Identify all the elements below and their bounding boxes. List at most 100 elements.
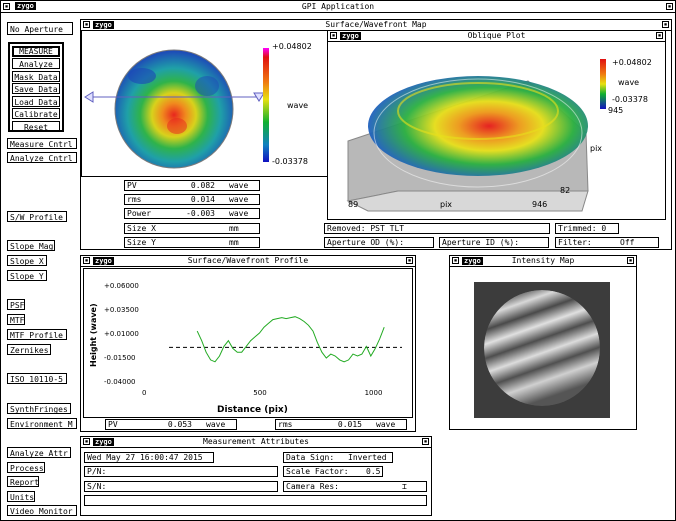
oblique-scale-unit: wave	[618, 78, 639, 87]
slope-mag-button[interactable]: Slope Mag	[7, 240, 55, 251]
calibrate-button[interactable]: Calibrate	[12, 108, 60, 119]
profile-y-tick: +0.06000	[104, 282, 139, 290]
intensity-title: Intensity Map	[511, 256, 575, 265]
scale-factor-field: Scale Factor: 0.5	[283, 466, 383, 477]
maximize-icon[interactable]: ▪	[627, 257, 634, 264]
surface-scale-min: -0.03378	[272, 157, 308, 166]
window-menu-icon[interactable]: ▪	[83, 21, 90, 28]
oblique-x-label: pix	[440, 200, 452, 209]
profile-rms-field: rms 0.015 wave	[275, 419, 407, 430]
profile-chart: Height (wave) Distance (pix) +0.06000 +0.…	[89, 282, 402, 415]
maximize-icon[interactable]: ▪	[666, 3, 673, 10]
profile-title-bar: ▪ zygo Surface/Wavefront Profile ▪	[81, 256, 415, 267]
zernikes-button[interactable]: Zernikes	[7, 344, 51, 355]
window-menu-icon[interactable]: ▪	[452, 257, 459, 264]
profile-plot-frame: Height (wave) Distance (pix) +0.06000 +0.…	[83, 268, 413, 418]
mask-data-button[interactable]: Mask Data	[12, 71, 60, 82]
slope-y-button[interactable]: Slope Y	[7, 270, 47, 281]
text-cursor-icon: ⌶	[402, 482, 407, 491]
profile-window: ▪ zygo Surface/Wavefront Profile ▪ Heigh…	[80, 255, 416, 432]
psf-button[interactable]: PSF	[7, 299, 25, 310]
measure-button[interactable]: MEASURE	[12, 46, 60, 57]
reset-button[interactable]: Reset	[12, 121, 60, 131]
attributes-title-bar: ▪ zygo Measurement Attributes ▪	[81, 437, 431, 448]
zygo-logo: zygo	[93, 257, 114, 265]
window-menu-icon[interactable]: ▪	[330, 32, 337, 39]
maximize-icon[interactable]: ▪	[656, 32, 663, 39]
aperture-od-field: Aperture OD (%):	[324, 237, 434, 248]
profile-pv-field: PV 0.053 wave	[105, 419, 237, 430]
zygo-logo: zygo	[93, 438, 114, 446]
intensity-window: ▪ zygo Intensity Map ▪	[449, 255, 637, 430]
maximize-icon[interactable]: ▪	[662, 21, 669, 28]
date-field: Wed May 27 16:00:47 2015	[84, 452, 214, 463]
zygo-logo: zygo	[462, 257, 483, 265]
oblique-scale-min: -0.03378	[612, 95, 648, 104]
intensity-image[interactable]	[474, 282, 610, 418]
profile-series-line	[196, 316, 385, 363]
intensity-title-bar: ▪ zygo Intensity Map ▪	[450, 256, 636, 267]
analyze-attr-button[interactable]: Analyze Attr	[7, 447, 71, 458]
oblique-y-label: pix	[590, 144, 602, 153]
rms-field: rms 0.014 wave	[124, 194, 260, 205]
save-data-button[interactable]: Save Data	[12, 83, 60, 94]
report-button[interactable]: Report	[7, 476, 39, 487]
surface-map-color-scale	[263, 48, 269, 162]
profile-y-tick: +0.03500	[104, 306, 139, 314]
sn-field[interactable]: S/N:	[84, 481, 278, 492]
units-button[interactable]: Units	[7, 491, 35, 502]
sw-profile-button[interactable]: S/W Profile	[7, 211, 67, 222]
profile-x-tick: 1000	[365, 389, 383, 397]
profile-start-handle-icon[interactable]	[84, 91, 94, 103]
surface-scale-max: +0.04802	[272, 42, 312, 51]
window-menu-icon[interactable]: ▪	[83, 257, 90, 264]
data-sign-field: Data Sign: Inverted	[283, 452, 393, 463]
oblique-x-min: 89	[348, 200, 358, 209]
profile-x-label: Distance (pix)	[217, 405, 288, 415]
mtf-button[interactable]: MTF	[7, 314, 25, 325]
maximize-icon[interactable]: ▪	[406, 257, 413, 264]
attributes-title: Measurement Attributes	[203, 437, 309, 446]
window-menu-icon[interactable]: ▪	[3, 3, 10, 10]
oblique-surface[interactable]	[368, 76, 588, 176]
slope-x-button[interactable]: Slope X	[7, 255, 47, 266]
oblique-plot: +0.04802 wave -0.03378 945 pix 82 89 pix…	[346, 58, 652, 212]
trimmed-field: Trimmed: 0	[555, 223, 619, 234]
surface-scale-unit: wave	[287, 101, 308, 110]
profile-end-handle-icon[interactable]	[253, 92, 265, 102]
oblique-window: ▪ zygo Oblique Plot ▪	[327, 30, 666, 220]
environment-button[interactable]: Environment M	[7, 418, 77, 429]
power-field: Power -0.003 wave	[124, 208, 260, 219]
profile-y-tick: -0.04000	[104, 378, 135, 386]
load-data-button[interactable]: Load Data	[12, 96, 60, 107]
analyze-cntrl-button[interactable]: Analyze Cntrl	[7, 152, 77, 163]
oblique-x-max: 946	[532, 200, 547, 209]
profile-title: Surface/Wavefront Profile	[187, 256, 309, 265]
profile-y-label: Height (wave)	[89, 303, 98, 367]
maximize-icon[interactable]: ▪	[422, 438, 429, 445]
notes-field[interactable]	[84, 495, 427, 506]
removed-field: Removed: PST TLT	[324, 223, 550, 234]
analyze-button[interactable]: Analyze	[12, 58, 60, 69]
zygo-logo: zygo	[340, 32, 361, 40]
no-aperture-button[interactable]: No Aperture	[7, 22, 73, 35]
measure-cntrl-button[interactable]: Measure Cntrl	[7, 138, 77, 149]
process-button[interactable]: Process	[7, 462, 45, 473]
window-menu-icon[interactable]: ▪	[83, 438, 90, 445]
iso-button[interactable]: ISO 10110-5	[7, 373, 67, 384]
synth-fringes-button[interactable]: SynthFringes	[7, 403, 71, 414]
oblique-scale-max: +0.04802	[612, 58, 652, 67]
oblique-y-min: 82	[560, 186, 570, 195]
profile-x-tick: 0	[142, 389, 146, 397]
mtf-profile-button[interactable]: MTF Profile	[7, 329, 67, 340]
app-title: GPI Application	[301, 2, 375, 11]
profile-x-tick: 500	[253, 389, 266, 397]
pn-field[interactable]: P/N:	[84, 466, 278, 477]
zygo-logo: zygo	[93, 21, 114, 29]
surface-map-disk[interactable]	[115, 50, 233, 168]
app-title-bar: ▪ zygo GPI Application ▪	[1, 1, 675, 13]
profile-y-tick: +0.01000	[104, 330, 139, 338]
surface-map-title: Surface/Wavefront Map	[325, 20, 427, 29]
video-monitor-button[interactable]: Video Monitor	[7, 505, 77, 516]
camera-res-field[interactable]: Camera Res: ⌶	[283, 481, 427, 492]
